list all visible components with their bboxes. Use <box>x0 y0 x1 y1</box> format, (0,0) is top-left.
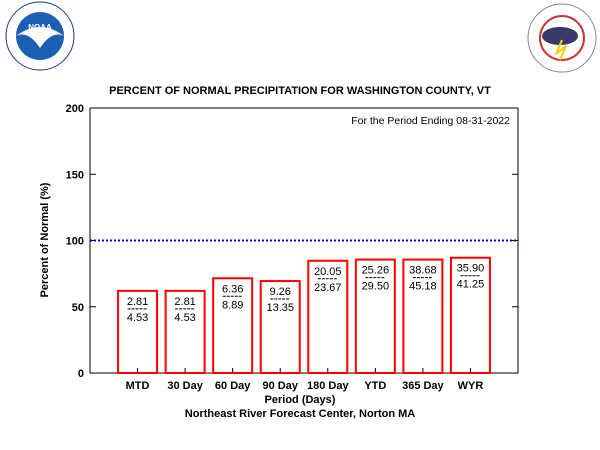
x-tick-label: 30 Day <box>167 380 203 392</box>
bar-mtd <box>117 289 159 375</box>
noaa-logo: NOAA <box>5 1 75 71</box>
y-tick-label: 50 <box>72 302 84 314</box>
normal-label: 29.50 <box>362 281 390 293</box>
chart-title: PERCENT OF NORMAL PRECIPITATION FOR WASH… <box>109 85 491 97</box>
observed-label: 6.36 <box>222 283 243 295</box>
x-axis-label: Period (Days) <box>265 394 336 406</box>
x-tick-label: WYR <box>458 380 484 392</box>
normal-label: 8.89 <box>222 299 243 311</box>
footer-credit: Northeast River Forecast Center, Norton … <box>185 408 415 420</box>
y-tick-label: 200 <box>66 103 84 115</box>
bar-90-day <box>259 280 301 375</box>
normal-label: 4.53 <box>174 312 195 324</box>
observed-label: 20.05 <box>314 266 342 278</box>
bar-365-day <box>402 258 444 374</box>
chart-subtitle: For the Period Ending 08-31-2022 <box>351 115 510 127</box>
normal-label: 23.67 <box>314 282 342 294</box>
bar-60-day <box>212 277 254 375</box>
bar-180-day <box>307 259 349 374</box>
observed-label: 35.90 <box>457 263 485 275</box>
bar-wyr <box>449 256 491 375</box>
y-tick-label: 100 <box>66 236 84 248</box>
x-tick-label: YTD <box>364 380 386 392</box>
x-tick-label: 60 Day <box>215 380 251 392</box>
nws-logo <box>527 3 597 73</box>
observed-label: 2.81 <box>127 296 148 308</box>
normal-label: 45.18 <box>409 281 437 293</box>
observed-label: 2.81 <box>174 296 195 308</box>
x-tick-label: 180 Day <box>307 380 349 392</box>
x-tick-label: 90 Day <box>262 380 298 392</box>
observed-label: 25.26 <box>362 265 390 277</box>
observed-label: 9.26 <box>270 286 291 298</box>
normal-label: 13.35 <box>266 302 294 314</box>
observed-label: 38.68 <box>409 265 437 277</box>
y-tick-label: 150 <box>66 169 84 181</box>
normal-label: 41.25 <box>457 279 485 291</box>
svg-text:NOAA: NOAA <box>28 23 52 32</box>
normal-label: 4.53 <box>127 312 148 324</box>
y-tick-label: 0 <box>78 368 84 380</box>
x-tick-label: MTD <box>126 380 150 392</box>
y-axis-label: Percent of Normal (%) <box>39 182 51 297</box>
x-tick-label: 365 Day <box>402 380 444 392</box>
